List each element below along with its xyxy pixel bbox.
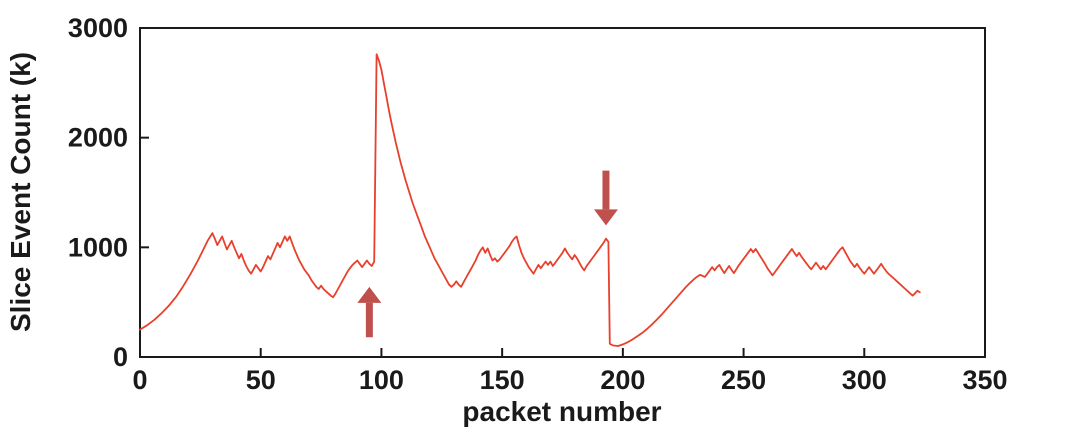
data-line xyxy=(139,53,921,347)
x-tick-label: 0 xyxy=(132,365,147,395)
x-axis-label: packet number xyxy=(462,396,661,427)
y-axis-label: Slice Event Count (k) xyxy=(5,52,36,332)
x-tick-label: 300 xyxy=(842,365,887,395)
plot-area: 0 50 100 150 200 250 300 350 0 1000 2000 3000 xyxy=(68,13,1008,395)
x-tick-label: 100 xyxy=(359,365,404,395)
x-tick-label: 150 xyxy=(480,365,525,395)
x-tick-label: 250 xyxy=(721,365,766,395)
y-tick-label: 0 xyxy=(113,342,128,372)
axis-box xyxy=(139,27,986,358)
y-tick-label: 1000 xyxy=(68,232,128,262)
y-tick-label: 3000 xyxy=(68,13,128,43)
annotation-arrow-down xyxy=(593,170,618,226)
down-arrow-head xyxy=(593,209,618,226)
x-tick-label: 200 xyxy=(600,365,645,395)
annotation-arrow-up xyxy=(357,286,382,338)
up-arrow-head xyxy=(357,286,382,303)
x-tick-label: 350 xyxy=(962,365,1007,395)
y-tick-label: 2000 xyxy=(68,123,128,153)
x-tick-label: 50 xyxy=(246,365,276,395)
